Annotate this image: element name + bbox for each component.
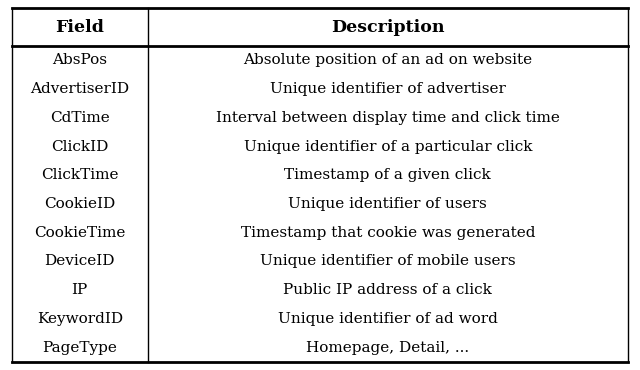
Text: CdTime: CdTime bbox=[50, 111, 109, 125]
Text: Timestamp that cookie was generated: Timestamp that cookie was generated bbox=[241, 226, 535, 240]
Text: ClickTime: ClickTime bbox=[41, 168, 118, 182]
Text: CookieTime: CookieTime bbox=[34, 226, 125, 240]
Text: Unique identifier of a particular click: Unique identifier of a particular click bbox=[243, 139, 532, 154]
Text: DeviceID: DeviceID bbox=[45, 255, 115, 269]
Text: PageType: PageType bbox=[42, 341, 117, 354]
Text: AbsPos: AbsPos bbox=[52, 53, 108, 67]
Text: Public IP address of a click: Public IP address of a click bbox=[284, 283, 492, 297]
Text: Timestamp of a given click: Timestamp of a given click bbox=[284, 168, 491, 182]
Text: Description: Description bbox=[331, 18, 445, 36]
Text: ClickID: ClickID bbox=[51, 139, 108, 154]
Text: Interval between display time and click time: Interval between display time and click … bbox=[216, 111, 560, 125]
Text: Absolute position of an ad on website: Absolute position of an ad on website bbox=[243, 53, 532, 67]
Text: Field: Field bbox=[55, 18, 104, 36]
Text: CookieID: CookieID bbox=[44, 197, 115, 211]
Text: IP: IP bbox=[72, 283, 88, 297]
Text: Unique identifier of mobile users: Unique identifier of mobile users bbox=[260, 255, 516, 269]
Text: Unique identifier of users: Unique identifier of users bbox=[289, 197, 487, 211]
Text: KeywordID: KeywordID bbox=[36, 312, 123, 326]
Text: AdvertiserID: AdvertiserID bbox=[30, 82, 129, 96]
Text: Homepage, Detail, ...: Homepage, Detail, ... bbox=[306, 341, 469, 354]
Text: Unique identifier of advertiser: Unique identifier of advertiser bbox=[270, 82, 506, 96]
Text: Unique identifier of ad word: Unique identifier of ad word bbox=[278, 312, 498, 326]
